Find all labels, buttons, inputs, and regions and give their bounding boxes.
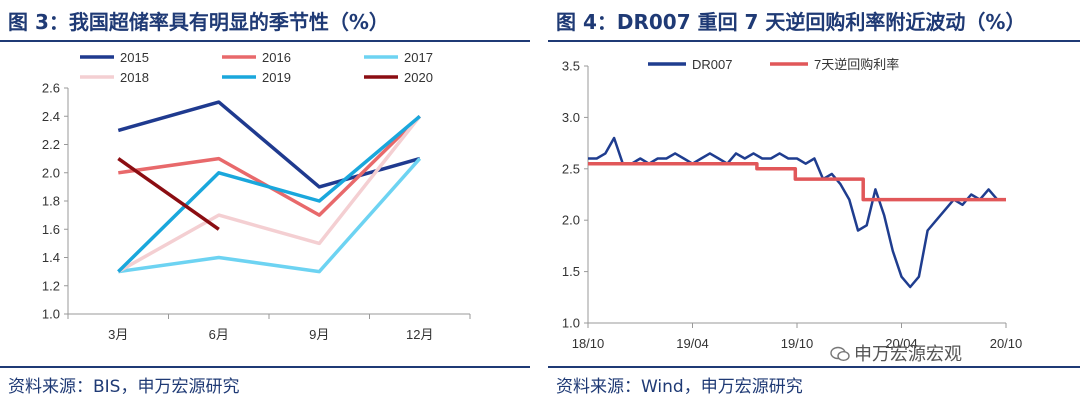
y-tick-label: 1.6 [42, 222, 60, 237]
series-line-2015 [117, 100, 421, 189]
y-tick-label: 2.4 [42, 109, 60, 124]
right-title-rule [548, 40, 1080, 42]
x-tick-label: 20/04 [885, 336, 918, 351]
y-tick-label: 1.0 [562, 316, 580, 331]
watermark: 申万宏源宏观 [830, 340, 962, 366]
y-tick-label: 3.0 [562, 110, 580, 125]
legend-label-1: 7天逆回购利率 [814, 57, 899, 72]
y-tick-label: 1.0 [42, 307, 60, 322]
x-tick-label: 12月 [406, 327, 433, 342]
series-line-2018 [117, 115, 422, 274]
x-tick-label: 18/10 [572, 336, 605, 351]
right-chart: 1.0 1.5 2.0 2.5 3.0 3.5 18/10 19/04 19/10 20/04 20… [562, 57, 1023, 351]
legend-label-2017: 2017 [404, 50, 433, 65]
y-tick-label: 1.5 [562, 264, 580, 279]
y-tick-label: 2.6 [42, 81, 60, 96]
wechat-icon [830, 346, 850, 362]
y-tick-label: 2.5 [562, 161, 580, 176]
series-line-2020 [117, 157, 220, 231]
legend-label-2015: 2015 [120, 50, 149, 65]
left-panel: 图 3：我国超储率具有明显的季节性（%） 1.0 1.2 1.4 1.6 1.8 2.0 2… [0, 0, 530, 405]
right-chart-title: 图 4：DR007 重回 7 天逆回购利率附近波动（%） [556, 10, 1026, 34]
y-tick-label: 1.2 [42, 278, 60, 293]
y-tick-label: 1.8 [42, 194, 60, 209]
x-tick-label: 19/04 [676, 336, 709, 351]
watermark-text: 申万宏源宏观 [854, 344, 962, 365]
y-tick-label: 3.5 [562, 59, 580, 74]
y-tick-label: 2.0 [42, 165, 60, 180]
legend-label-0: DR007 [692, 57, 732, 72]
series-line-dr007 [588, 136, 1006, 289]
series-line-reverse-repo [588, 161, 1006, 202]
left-chart: 1.0 1.2 1.4 1.6 1.8 2.0 2.2 2.4 2.6 3月 6月 9月 12月 2015… [42, 50, 471, 342]
x-tick-label: 9月 [309, 327, 329, 342]
left-source-rule [0, 366, 530, 368]
right-source-note: 资料来源：Wind，申万宏源研究 [556, 377, 803, 397]
right-source-rule [548, 366, 1080, 368]
left-title-rule [0, 40, 530, 42]
left-source-note: 资料来源：BIS，申万宏源研究 [8, 377, 240, 397]
right-panel: 图 4：DR007 重回 7 天逆回购利率附近波动（%） 1.0 1.5 2.0 2.… [548, 0, 1080, 405]
legend-label-2020: 2020 [404, 70, 433, 85]
x-tick-label: 6月 [209, 327, 229, 342]
x-tick-label: 19/10 [781, 336, 814, 351]
series-line-2016 [118, 115, 422, 217]
y-tick-label: 2.2 [42, 137, 60, 152]
x-tick-label: 3月 [108, 327, 128, 342]
x-tick-label: 20/10 [990, 336, 1023, 351]
series-line-2017 [118, 157, 422, 274]
y-tick-label: 2.0 [562, 213, 580, 228]
y-tick-label: 1.4 [42, 250, 60, 265]
series-line-2019 [117, 114, 421, 273]
legend-label-2019: 2019 [262, 70, 291, 85]
left-chart-title: 图 3：我国超储率具有明显的季节性（%） [8, 10, 389, 34]
legend-label-2016: 2016 [262, 50, 291, 65]
legend-label-2018: 2018 [120, 70, 149, 85]
